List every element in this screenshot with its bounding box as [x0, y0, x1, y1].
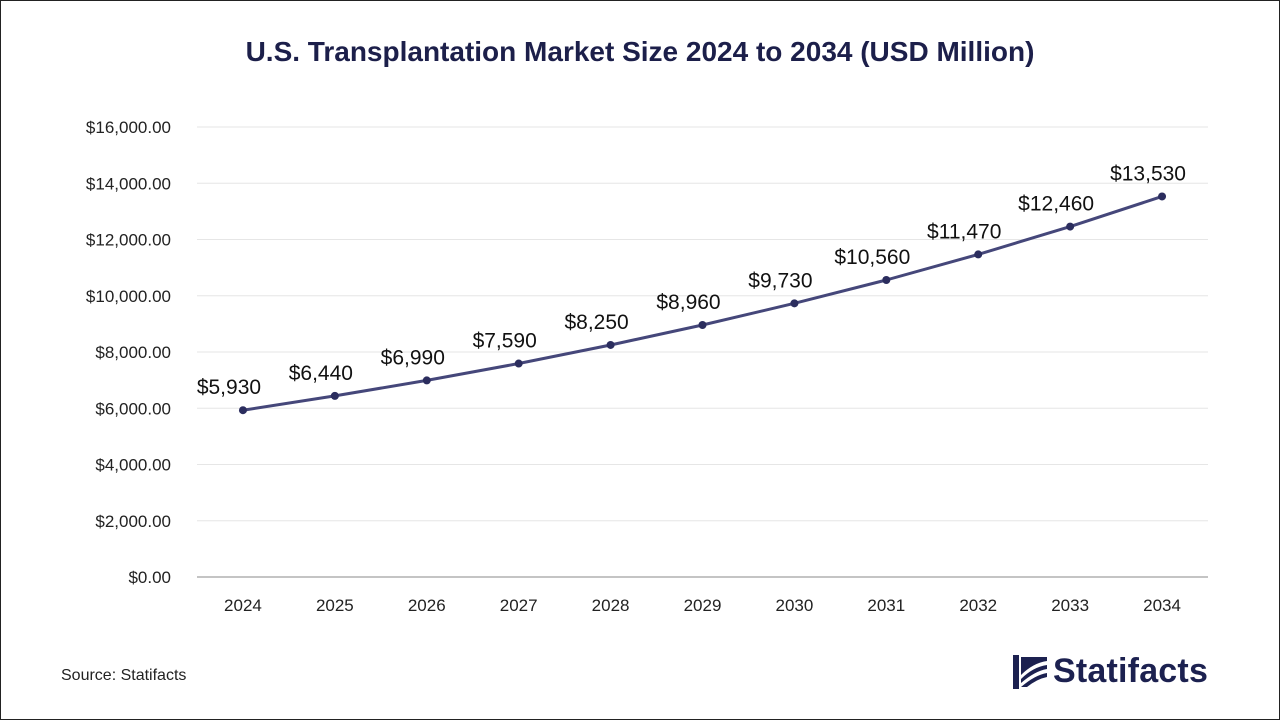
statifacts-logo-icon	[1013, 654, 1047, 689]
data-point	[1066, 222, 1075, 231]
x-tick-label: 2026	[408, 596, 446, 615]
data-point	[238, 406, 247, 415]
x-tick-label: 2027	[500, 596, 538, 615]
y-tick-label: $4,000.00	[95, 456, 171, 475]
x-tick-label: 2024	[224, 596, 262, 615]
y-tick-label: $8,000.00	[95, 343, 171, 362]
x-tick-label: 2031	[867, 596, 905, 615]
y-tick-label: $0.00	[128, 568, 171, 587]
data-point	[790, 299, 799, 308]
y-tick-label: $6,000.00	[95, 399, 171, 418]
data-point	[974, 250, 983, 259]
data-label: $9,730	[748, 269, 812, 292]
data-label: $13,530	[1110, 162, 1186, 185]
x-tick-label: 2025	[316, 596, 354, 615]
data-point	[882, 276, 891, 284]
y-tick-label: $16,000.00	[86, 118, 171, 137]
x-tick-label: 2029	[684, 596, 722, 615]
x-tick-label: 2033	[1051, 596, 1089, 615]
data-label: $8,250	[564, 311, 628, 334]
brand-logo: Statifacts	[1013, 652, 1208, 691]
data-label: $12,460	[1018, 193, 1094, 216]
y-tick-label: $10,000.00	[86, 287, 171, 306]
y-tick-label: $2,000.00	[95, 512, 171, 531]
data-label: $7,590	[473, 330, 537, 353]
y-tick-label: $14,000.00	[86, 174, 171, 193]
brand-name: Statifacts	[1053, 652, 1209, 690]
data-point	[698, 321, 707, 329]
y-tick-label: $12,000.00	[86, 231, 171, 250]
data-point	[330, 391, 339, 400]
data-label: $10,560	[834, 246, 910, 269]
x-tick-label: 2030	[775, 596, 813, 615]
data-label: $5,930	[197, 376, 261, 399]
source-note: Source: Statifacts	[61, 667, 187, 684]
x-tick-label: 2028	[592, 596, 630, 615]
data-point	[606, 340, 615, 349]
data-label: $6,990	[381, 346, 445, 369]
data-label: $8,960	[656, 291, 720, 314]
data-point	[422, 376, 431, 385]
chart-title: U.S. Transplantation Market Size 2024 to…	[245, 36, 1035, 67]
data-point	[514, 359, 523, 368]
data-point	[1158, 192, 1167, 201]
x-tick-label: 2034	[1143, 596, 1181, 615]
x-tick-label: 2032	[959, 596, 997, 615]
data-label: $6,440	[289, 362, 353, 385]
data-label: $11,470	[927, 220, 1001, 243]
